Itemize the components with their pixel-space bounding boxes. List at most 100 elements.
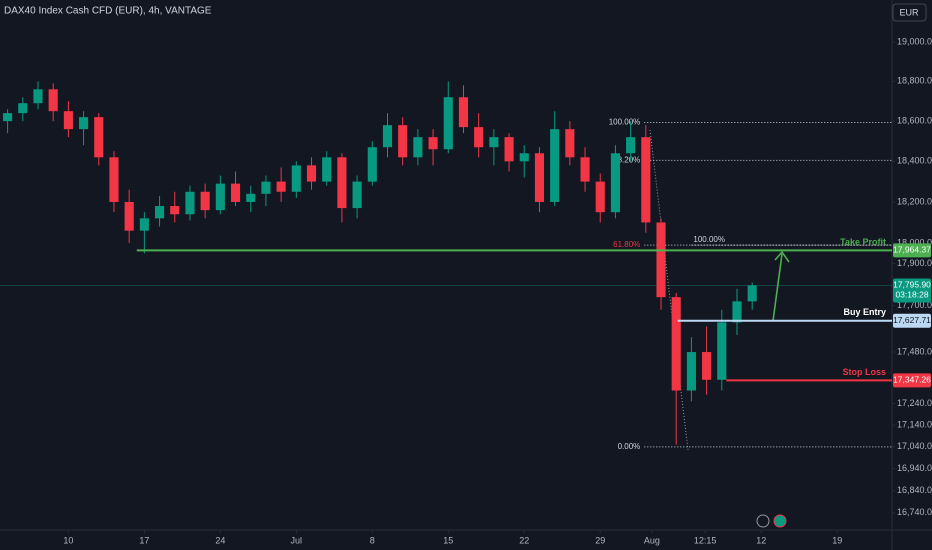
x-tick-label: 19 <box>832 535 842 545</box>
x-tick-label: Aug <box>644 535 660 545</box>
y-tick-label: 17,240.00 <box>897 398 932 408</box>
candle-body <box>519 153 529 162</box>
candle-body <box>3 113 13 122</box>
candle-body <box>382 125 393 148</box>
level-name: Take Profit <box>840 237 886 247</box>
candle-body <box>550 129 560 202</box>
candle-body <box>626 137 636 154</box>
candle-body <box>261 181 271 194</box>
candle-body <box>109 157 119 202</box>
chart-title: DAX40 Index Cash CFD (EUR), 4h, VANTAGE <box>4 6 212 17</box>
projection-label: 100.00% <box>693 235 725 244</box>
x-tick-label: 22 <box>519 535 529 545</box>
y-tick-label: 18,600.00 <box>897 116 932 126</box>
fib-label: 88.20% <box>613 155 640 164</box>
price-tag-label: 17,964.37 <box>893 245 931 255</box>
candle-body <box>610 153 620 213</box>
countdown: 03:18:28 <box>895 290 928 300</box>
level-name: Stop Loss <box>842 367 886 377</box>
candle-body <box>154 206 165 219</box>
candle-body <box>215 183 225 211</box>
candle-body <box>63 111 73 130</box>
candle-body <box>185 191 195 215</box>
candle-body <box>656 222 666 298</box>
last-price-label: 17,795.90 <box>893 280 931 290</box>
price-tag <box>893 313 931 328</box>
fib-label: 0.00% <box>618 442 641 451</box>
price-tag <box>893 373 931 388</box>
candle-body <box>139 218 149 231</box>
candle-body <box>276 181 286 192</box>
candle-body <box>398 125 408 158</box>
candle-body <box>306 165 317 182</box>
candle-body <box>230 183 241 202</box>
candle-body <box>18 103 28 114</box>
candle-body <box>717 322 727 380</box>
candle-body <box>170 206 180 215</box>
candle-body <box>702 352 712 380</box>
y-tick-label: 18,400.00 <box>897 156 932 166</box>
x-tick-label: 12 <box>756 535 766 545</box>
candle-body <box>79 117 89 130</box>
candle-body <box>732 301 742 323</box>
x-tick-label: 15 <box>443 535 453 545</box>
fib-label: 61.80% <box>613 240 640 249</box>
candle-body <box>413 137 423 158</box>
y-tick-label: 18,200.00 <box>897 196 932 206</box>
x-tick-label: 10 <box>63 535 73 545</box>
candle-body <box>534 153 545 202</box>
y-tick-label: 17,900.00 <box>897 258 932 268</box>
y-tick-label: 18,000.00 <box>897 237 932 247</box>
last-price-tag <box>893 278 931 303</box>
candle-body <box>322 157 332 182</box>
candle-body <box>458 97 469 128</box>
y-tick-label: 17,040.00 <box>897 441 932 451</box>
y-tick-label: 17,700.00 <box>897 300 932 310</box>
y-tick-label: 16,940.00 <box>897 463 932 473</box>
candle-body <box>595 181 605 213</box>
price-tag-label: 17,347.26 <box>893 375 931 385</box>
candle-body <box>504 137 514 162</box>
candle-body <box>246 193 256 202</box>
candle-body <box>200 191 210 211</box>
candle-body <box>580 157 590 182</box>
x-tick-label: Jul <box>291 535 303 545</box>
x-tick-label: 17 <box>139 535 149 545</box>
y-tick-label: 16,840.00 <box>897 485 932 495</box>
candle-body <box>337 157 347 209</box>
fib-label: 100.00% <box>609 118 641 127</box>
currency[interactable]: EUR <box>899 7 919 17</box>
x-tick-label: 12:15 <box>694 535 717 545</box>
price-tag-label: 17,627.71 <box>893 315 931 325</box>
y-tick-label: 17,480.00 <box>897 346 932 356</box>
x-tick-label: 8 <box>370 535 375 545</box>
candle-body <box>565 129 575 158</box>
currency-button[interactable] <box>892 3 927 22</box>
candle-body <box>94 117 104 158</box>
icon-bolt[interactable] <box>756 514 770 528</box>
candle-body <box>352 181 362 209</box>
candle-body <box>428 137 438 150</box>
candle-body <box>33 89 43 104</box>
candle-body <box>124 201 134 231</box>
candle-body <box>747 285 757 302</box>
x-tick-label: 29 <box>595 535 605 545</box>
candle-body <box>48 89 58 112</box>
price-tag <box>893 243 931 258</box>
candle-body <box>489 137 499 148</box>
y-tick-label: 17,140.00 <box>897 419 932 429</box>
x-tick-label: 24 <box>215 535 225 545</box>
level-name: Buy Entry <box>843 307 886 317</box>
candle-body <box>474 127 484 148</box>
y-tick-label: 18,800.00 <box>897 76 932 86</box>
y-tick-label: 16,740.00 <box>897 507 932 517</box>
candle-body <box>367 147 377 182</box>
candle-body <box>291 165 301 192</box>
icon-market[interactable] <box>773 514 787 528</box>
candle-body <box>443 97 453 150</box>
candle-body <box>686 352 696 391</box>
y-tick-label: 19,000.00 <box>897 36 932 46</box>
candle-body <box>641 137 651 223</box>
